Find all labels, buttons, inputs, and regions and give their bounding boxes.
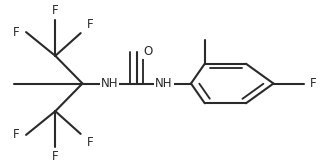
Text: F: F [13, 128, 20, 141]
Text: F: F [87, 136, 94, 149]
Text: NH: NH [155, 77, 173, 90]
Text: F: F [52, 150, 59, 163]
Text: F: F [52, 4, 59, 17]
Text: O: O [143, 45, 152, 58]
Text: F: F [13, 26, 20, 39]
Text: F: F [310, 77, 317, 90]
Text: F: F [87, 18, 94, 31]
Text: NH: NH [101, 77, 118, 90]
